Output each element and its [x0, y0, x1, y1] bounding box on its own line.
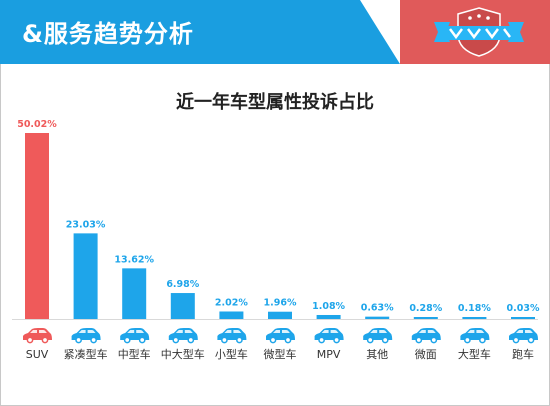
value-label: 0.63%: [361, 303, 394, 314]
car-icon: [23, 328, 52, 344]
value-label: 23.03%: [66, 219, 106, 230]
category-label: 小型车: [215, 347, 248, 361]
bar: [122, 268, 147, 319]
car-icon: [460, 328, 490, 344]
value-label: 2.02%: [215, 297, 248, 308]
car-icon: [168, 328, 198, 344]
bar: [219, 311, 244, 319]
header-banner: &服务趋势分析: [0, 0, 550, 64]
value-label: 1.08%: [312, 301, 345, 312]
category-label: 微面: [415, 347, 437, 361]
bar: [25, 133, 49, 319]
category-label: 其他: [366, 348, 388, 361]
car-icon: [363, 328, 393, 344]
value-label: 0.03%: [507, 303, 540, 314]
car-icon: [509, 328, 538, 344]
category-label: 中型车: [118, 347, 151, 361]
bar: [268, 311, 292, 319]
category-label: MPV: [317, 348, 341, 361]
car-icon: [411, 328, 441, 344]
value-label: 1.96%: [264, 298, 297, 309]
category-label: 紧凑型车: [64, 347, 108, 361]
value-label: 0.28%: [409, 303, 442, 314]
bar: [413, 317, 438, 319]
car-icon: [314, 328, 344, 344]
category-label: 大型车: [458, 347, 491, 361]
value-label: 13.62%: [114, 254, 154, 265]
header-title: &服务趋势分析: [22, 20, 194, 48]
value-label: 50.02%: [17, 119, 57, 130]
bar: [365, 316, 390, 319]
bar: [316, 314, 341, 319]
car-icon: [266, 328, 295, 344]
bar: [73, 233, 98, 319]
header-divider: [360, 0, 400, 64]
value-label: 6.98%: [166, 279, 199, 290]
value-label: 0.18%: [458, 303, 491, 314]
bar: [170, 293, 195, 319]
bar: [462, 317, 487, 319]
category-label: SUV: [26, 348, 49, 361]
bar: [511, 317, 535, 319]
car-icon: [120, 328, 150, 344]
car-icon: [217, 328, 247, 344]
car-icon: [71, 328, 101, 344]
category-label: 微型车: [264, 347, 297, 361]
chart-title: 近一年车型属性投诉占比: [176, 92, 374, 113]
shield-badge-icon: [434, 7, 524, 57]
category-label: 跑车: [512, 347, 534, 361]
category-label: 中大型车: [161, 347, 205, 361]
